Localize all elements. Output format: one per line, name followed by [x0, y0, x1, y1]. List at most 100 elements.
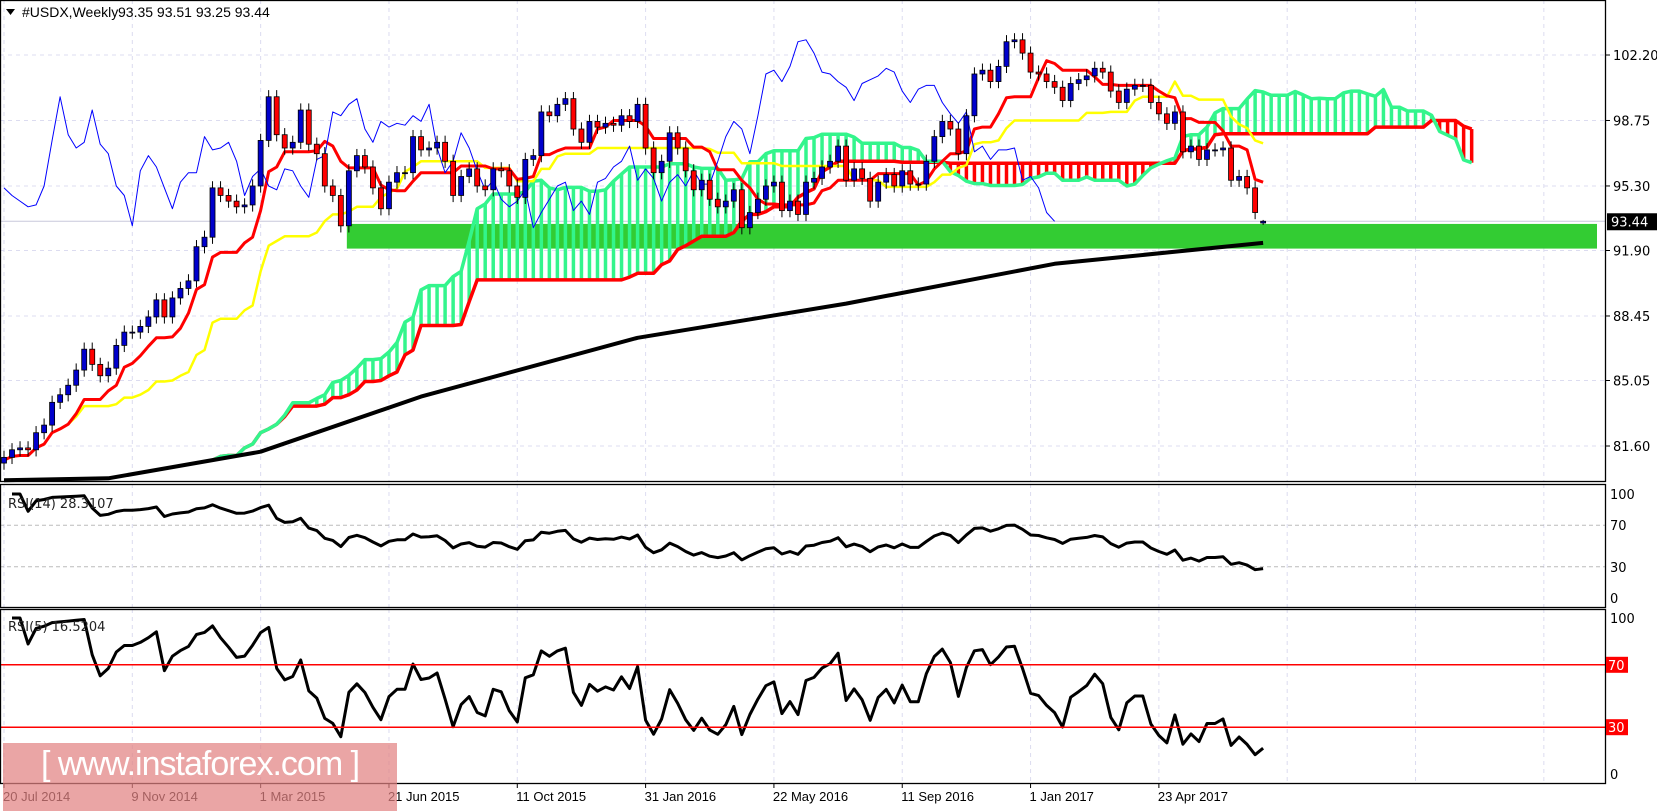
- candle: [1236, 176, 1242, 181]
- candle: [305, 109, 312, 145]
- candle: [1107, 71, 1114, 92]
- candle: [1139, 84, 1146, 87]
- candle: [217, 187, 224, 196]
- candle: [193, 246, 200, 282]
- candle: [289, 141, 296, 149]
- rsi5-level-label: 30: [1608, 721, 1625, 736]
- rsi14-tick-label: 30: [1610, 561, 1627, 576]
- candle: [1, 456, 7, 464]
- candle: [378, 187, 384, 210]
- moving-average-line: [3, 240, 1264, 483]
- candle: [554, 103, 561, 117]
- candle: [722, 200, 729, 208]
- candle: [345, 170, 352, 227]
- candle: [41, 424, 47, 434]
- candle: [121, 331, 128, 346]
- rsi14-label: RSI(14) 28.3107: [8, 497, 114, 512]
- candle: [73, 369, 80, 386]
- candle: [803, 181, 809, 215]
- rsi5-level-label: 70: [1608, 659, 1625, 674]
- rsi14-tick-label: 70: [1610, 519, 1627, 534]
- date-tick-label: 11 Sep 2016: [901, 789, 974, 804]
- chart-header[interactable]: #USDX,Weekly 93.35 93.51 93.25 93.44: [6, 4, 270, 20]
- rsi5-tick-label: 0: [1610, 768, 1618, 783]
- candle: [530, 155, 537, 160]
- candle: [1123, 88, 1130, 103]
- candle: [666, 132, 673, 162]
- candle: [161, 299, 168, 318]
- candle: [674, 132, 681, 149]
- candle: [1204, 149, 1210, 160]
- date-tick-label: 22 May 2016: [773, 789, 848, 804]
- candle: [947, 121, 954, 130]
- senkou-span-a-line: [211, 87, 1473, 462]
- price-tick-label: 81.60: [1613, 440, 1650, 455]
- price-tick-label: 88.45: [1613, 310, 1650, 325]
- candle: [233, 200, 240, 208]
- tenkan-line: [3, 59, 1264, 462]
- candle: [225, 195, 232, 202]
- candle: [137, 326, 144, 333]
- candle: [1147, 84, 1154, 103]
- candle: [337, 195, 344, 227]
- candle: [891, 174, 898, 187]
- triangle-down-icon[interactable]: [6, 9, 15, 15]
- current-price-label: 93.44: [1611, 215, 1648, 230]
- candle: [754, 198, 761, 213]
- candle: [17, 447, 23, 451]
- candle: [522, 158, 529, 198]
- candle: [995, 65, 1002, 82]
- ohlc-label: 93.35 93.51 93.25 93.44: [118, 4, 270, 20]
- candle: [578, 128, 585, 143]
- kijun-line: [3, 80, 1264, 462]
- candle: [402, 172, 408, 175]
- candle: [474, 168, 481, 187]
- candle: [482, 185, 489, 191]
- candle: [426, 147, 432, 151]
- candle: [169, 297, 176, 318]
- candle: [201, 236, 208, 248]
- candle: [353, 155, 360, 172]
- candle: [650, 147, 657, 174]
- candle: [153, 299, 160, 318]
- candle: [835, 145, 841, 162]
- candle: [185, 280, 192, 289]
- candle: [1083, 75, 1090, 81]
- candle: [329, 185, 336, 196]
- candle: [361, 155, 368, 168]
- candle: [843, 145, 849, 181]
- candle: [1011, 39, 1018, 43]
- price-tick-label: 102.20: [1613, 49, 1657, 64]
- rsi5-line: [12, 616, 1265, 757]
- candle: [706, 179, 713, 200]
- price-tick-label: 95.30: [1613, 180, 1650, 195]
- candle: [33, 432, 39, 451]
- candle: [249, 185, 256, 206]
- rsi5-label: RSI(5) 16.5204: [8, 620, 105, 635]
- candle: [738, 189, 745, 229]
- candle: [177, 288, 184, 299]
- candle: [1099, 67, 1106, 73]
- candle: [265, 96, 272, 141]
- candle: [1059, 86, 1066, 101]
- rsi-panels: [0, 492, 1605, 757]
- candle: [1035, 71, 1042, 75]
- candle: [321, 153, 328, 187]
- chikou-line: [3, 39, 1055, 229]
- candle: [1188, 145, 1194, 153]
- date-tick-label: 23 Apr 2017: [1158, 789, 1228, 804]
- candle: [434, 141, 440, 149]
- watermark: [ www.instaforex.com ]: [3, 743, 397, 811]
- candle: [1131, 84, 1138, 90]
- senkou-span-b-line: [211, 118, 1473, 462]
- candle: [105, 367, 112, 377]
- candle: [97, 363, 104, 377]
- rsi14-tick-label: 0: [1610, 592, 1618, 607]
- candle: [1212, 149, 1218, 152]
- candle: [9, 449, 15, 458]
- price-tick-label: 98.75: [1613, 114, 1650, 129]
- candle: [1172, 111, 1178, 124]
- indicator-lines: [3, 39, 1473, 483]
- rsi5-level-badge: [1606, 719, 1628, 736]
